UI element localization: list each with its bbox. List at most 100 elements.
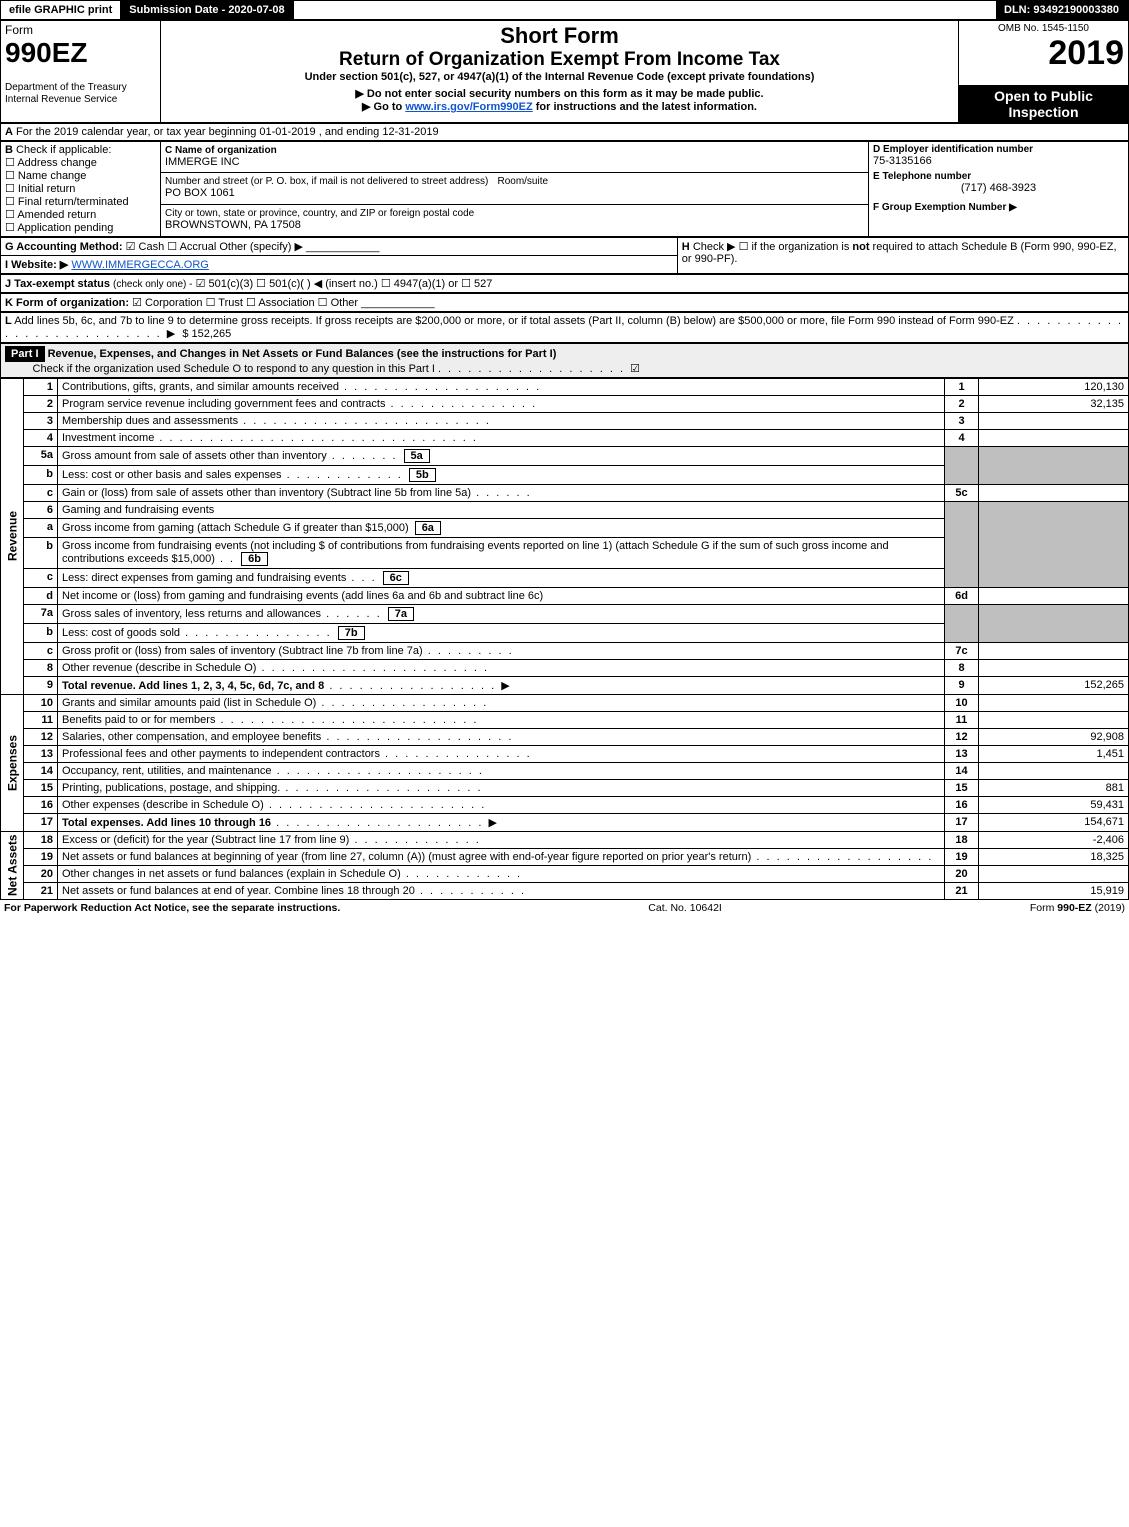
ln17-t: Total expenses. Add lines 10 through 16 … (58, 813, 945, 831)
box-g: G Accounting Method: Cash Accrual Other … (1, 237, 678, 255)
ln14-v (979, 762, 1129, 779)
part1-check-o-box[interactable] (630, 363, 640, 375)
k-label: K Form of organization: (5, 297, 129, 309)
box-b-label: B (5, 144, 13, 156)
lines-table: Revenue 1 Contributions, gifts, grants, … (0, 378, 1129, 900)
box-c-name: C Name of organization IMMERGE INC (161, 141, 869, 173)
title-return: Return of Organization Exempt From Incom… (165, 49, 954, 71)
ln7c-t: Gross profit or (loss) from sales of inv… (58, 642, 945, 659)
chk-initial-return[interactable]: Initial return (5, 183, 75, 195)
omb-number: OMB No. 1545-1150 (963, 23, 1124, 34)
ln7a-box: 7a (388, 607, 414, 621)
form-word: Form (5, 23, 33, 37)
section-expenses: Expenses (1, 694, 24, 831)
room-label: Room/suite (497, 176, 548, 187)
chk-association[interactable]: Association (246, 297, 315, 309)
d-label: D Employer identification number (873, 144, 1124, 155)
ln3-t: Membership dues and assessments . . . . … (58, 412, 945, 429)
chk-trust[interactable]: Trust (206, 297, 243, 309)
chk-address-change[interactable]: Address change (5, 157, 97, 169)
box-b-checkif: Check if applicable: (16, 144, 111, 156)
goto-pre: ▶ Go to (362, 101, 405, 113)
ln5c-t: Gain or (loss) from sale of assets other… (58, 484, 945, 501)
ln11-v (979, 711, 1129, 728)
box-c-city: City or town, state or province, country… (161, 204, 869, 236)
ln1-t: Contributions, gifts, grants, and simila… (58, 378, 945, 395)
chk-cash[interactable]: Cash (126, 241, 165, 253)
part1-dots: . . . . . . . . . . . . . . . . . . . (438, 363, 630, 375)
ln13-v: 1,451 (979, 745, 1129, 762)
footer-right: Form 990-EZ (2019) (1030, 902, 1125, 914)
ln6d-v (979, 587, 1129, 604)
ln2-t: Program service revenue including govern… (58, 395, 945, 412)
ln6b-box: 6b (241, 552, 268, 566)
ln10-t: Grants and similar amounts paid (list in… (58, 694, 945, 711)
ln5a-t: Gross amount from sale of assets other t… (58, 446, 945, 465)
under-section: Under section 501(c), 527, or 4947(a)(1)… (165, 71, 954, 83)
chk-4947[interactable]: 4947(a)(1) or (381, 278, 458, 290)
city-label: City or town, state or province, country… (165, 208, 474, 219)
ln6b-t: Gross income from fundraising events (no… (58, 537, 945, 568)
ln12-t: Salaries, other compensation, and employ… (58, 728, 945, 745)
ln8-v (979, 659, 1129, 676)
ln14-t: Occupancy, rent, utilities, and maintena… (58, 762, 945, 779)
box-i: I Website: ▶ WWW.IMMERGECCA.ORG (1, 255, 678, 273)
h-not: not (852, 241, 869, 253)
h-text1: Check ▶ ☐ if the organization is (693, 241, 853, 253)
ln6-t: Gaming and fundraising events (58, 501, 945, 518)
ln7a-t: Gross sales of inventory, less returns a… (58, 604, 945, 623)
ln15-v: 881 (979, 779, 1129, 796)
footer-left: For Paperwork Reduction Act Notice, see … (4, 902, 340, 914)
g-label: G Accounting Method: (5, 241, 123, 253)
part1-title: Revenue, Expenses, and Changes in Net As… (48, 348, 557, 360)
part1-header: Part I Revenue, Expenses, and Changes in… (1, 343, 1129, 377)
j-note: (check only one) - (113, 279, 192, 290)
ln6c-t: Less: direct expenses from gaming and fu… (58, 568, 945, 587)
ln8-t: Other revenue (describe in Schedule O) .… (58, 659, 945, 676)
section-revenue: Revenue (1, 378, 24, 694)
ln6a-t: Gross income from gaming (attach Schedul… (58, 518, 945, 537)
goto-link-line: ▶ Go to www.irs.gov/Form990EZ for instru… (165, 100, 954, 113)
chk-accrual[interactable]: Accrual (167, 241, 216, 253)
e-label: E Telephone number (873, 171, 1124, 182)
box-def: D Employer identification number 75-3135… (869, 141, 1129, 236)
chk-corporation[interactable]: Corporation (132, 297, 202, 309)
chk-other-org[interactable]: Other (318, 297, 358, 309)
chk-527[interactable]: 527 (461, 278, 492, 290)
ln16-t: Other expenses (describe in Schedule O) … (58, 796, 945, 813)
box-l: L Add lines 5b, 6c, and 7b to line 9 to … (1, 312, 1129, 342)
footer-mid: Cat. No. 10642I (648, 902, 722, 914)
website-link[interactable]: WWW.IMMERGECCA.ORG (71, 259, 209, 271)
box-a-label: A (5, 126, 13, 138)
ln17-v: 154,671 (979, 813, 1129, 831)
box-k: K Form of organization: Corporation Trus… (1, 293, 1129, 311)
irs-link[interactable]: www.irs.gov/Form990EZ (405, 101, 532, 113)
ln19-v: 18,325 (979, 848, 1129, 865)
efile-print[interactable]: efile GRAPHIC print (1, 1, 121, 19)
ein: 75-3135166 (873, 155, 1124, 167)
ln1-v: 120,130 (979, 378, 1129, 395)
ln19-t: Net assets or fund balances at beginning… (58, 848, 945, 865)
part1-check-o: Check if the organization used Schedule … (33, 363, 435, 375)
donot-ssn: ▶ Do not enter social security numbers o… (165, 87, 954, 100)
ln18-v: -2,406 (979, 831, 1129, 848)
chk-amended-return[interactable]: Amended return (5, 209, 96, 221)
ln10-v (979, 694, 1129, 711)
open-public-inspection: Open to Public Inspection (959, 85, 1129, 122)
j-label: J Tax-exempt status (5, 278, 110, 290)
chk-final-return[interactable]: Final return/terminated (5, 196, 129, 208)
addr-label: Number and street (or P. O. box, if mail… (165, 176, 488, 187)
ln21-v: 15,919 (979, 882, 1129, 899)
chk-501c[interactable]: 501(c)( ) ◀ (insert no.) (256, 278, 378, 290)
ln4-v (979, 429, 1129, 446)
submission-date: Submission Date - 2020-07-08 (121, 1, 293, 19)
dept-treasury: Department of the Treasury (5, 82, 127, 93)
chk-name-change[interactable]: Name change (5, 170, 86, 182)
chk-application-pending[interactable]: Application pending (5, 222, 113, 234)
ln5b-box: 5b (409, 468, 436, 482)
dln: DLN: 93492190003380 (996, 1, 1128, 19)
title-shortform: Short Form (165, 23, 954, 49)
chk-501c3[interactable]: 501(c)(3) (196, 278, 254, 290)
ln18-t: Excess or (deficit) for the year (Subtra… (58, 831, 945, 848)
ln6c-box: 6c (383, 571, 409, 585)
